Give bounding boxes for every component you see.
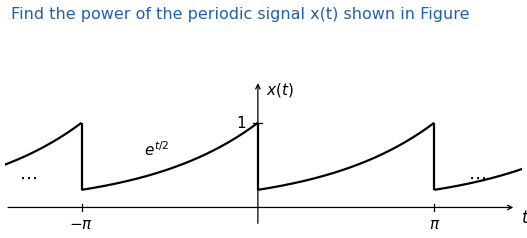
- Text: $t$: $t$: [521, 210, 527, 227]
- Text: $\pi$: $\pi$: [428, 218, 440, 232]
- Text: $1$: $1$: [237, 115, 247, 131]
- Text: $e^{t/2}$: $e^{t/2}$: [144, 140, 170, 159]
- Text: $\cdots$: $\cdots$: [19, 169, 37, 187]
- Text: Find the power of the periodic signal x(t) shown in Figure: Find the power of the periodic signal x(…: [11, 7, 469, 22]
- Text: $-\pi$: $-\pi$: [70, 218, 94, 232]
- Text: $\cdots$: $\cdots$: [468, 169, 486, 187]
- Text: $x(t)$: $x(t)$: [266, 81, 294, 99]
